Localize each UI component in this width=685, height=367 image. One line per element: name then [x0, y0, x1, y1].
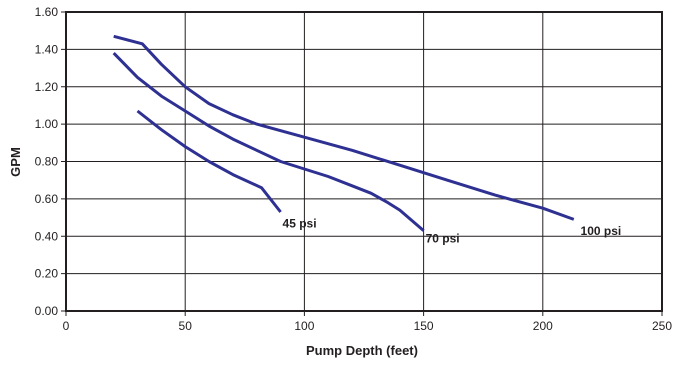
grid [65, 11, 663, 312]
x-tick-label: 0 [63, 319, 70, 333]
x-tick-label: 200 [533, 319, 553, 333]
y-tick-label: 1.20 [35, 80, 59, 94]
y-axis-title: GPM [8, 147, 23, 177]
y-tick-label: 0.20 [35, 267, 59, 281]
series-label: 100 psi [581, 224, 622, 238]
series-layer: 45 psi 70 psi 100 psi [112, 34, 622, 246]
x-tick-label: 250 [652, 319, 672, 333]
y-tick-label: 0.60 [35, 192, 59, 206]
series-label: 45 psi [283, 217, 317, 231]
series-line-100-psi [113, 34, 575, 221]
y-tick-label: 0.80 [35, 155, 59, 169]
y-tick-label: 1.40 [35, 42, 59, 56]
tick-labels: 0.00 0.20 0.40 0.60 0.80 1.00 1.20 1.40 1.60 0 50 1… [35, 5, 673, 333]
series-line-70-psi [112, 52, 425, 232]
series-label: 70 psi [426, 232, 460, 246]
series-line-45-psi [136, 109, 282, 213]
y-tick-label: 1.60 [35, 5, 59, 19]
x-tick-label: 150 [414, 319, 434, 333]
x-tick-label: 100 [294, 319, 314, 333]
y-tick-label: 0.00 [35, 304, 59, 318]
y-tick-label: 1.00 [35, 117, 59, 131]
y-tick-label: 0.40 [35, 229, 59, 243]
x-axis-title: Pump Depth (feet) [306, 343, 418, 358]
x-tick-label: 50 [179, 319, 193, 333]
